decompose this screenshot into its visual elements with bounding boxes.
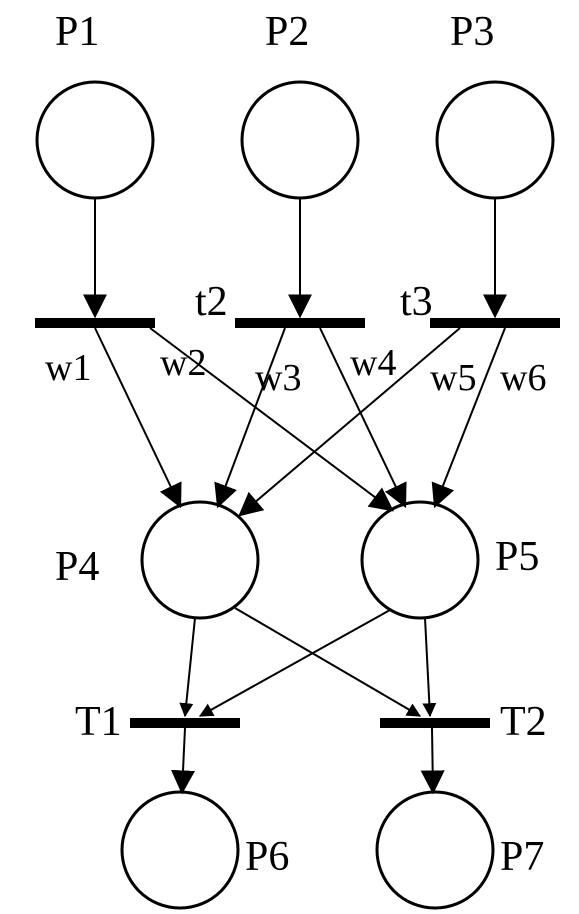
weight-label-w3: w3: [255, 357, 301, 399]
transition-t1: [130, 718, 240, 728]
place-p6: [122, 792, 238, 908]
place-label-p3: P3: [450, 9, 494, 55]
place-p4: [142, 502, 258, 618]
petri-net-diagram: P1 P2 P3 P4 P5 P6 P7 t2 t3 T1 T2 w1 w2 w3 w4 w5 w6: [0, 0, 579, 914]
weight-label-w4: w4: [350, 342, 396, 384]
weight-label-w6: w6: [500, 357, 546, 399]
arc-t1-p6: [182, 728, 185, 792]
arc-t2-p7: [432, 728, 433, 792]
transition-label-t2: t2: [195, 279, 228, 325]
place-label-p4: P4: [55, 544, 99, 590]
transition-label-t2: T2: [500, 699, 547, 745]
arc-t2-p4: [218, 328, 285, 506]
transition-t1: [35, 318, 155, 328]
weight-label-w5: w5: [430, 357, 476, 399]
place-label-p2: P2: [265, 9, 309, 55]
place-p7: [377, 792, 493, 908]
arc-p5-t1: [200, 610, 390, 716]
weight-label-w1: w1: [45, 347, 91, 389]
place-p3: [437, 82, 553, 198]
place-label-p6: P6: [245, 834, 289, 880]
transition-t2: [380, 718, 490, 728]
place-label-p1: P1: [55, 9, 99, 55]
place-label-p7: P7: [500, 834, 544, 880]
place-p1: [37, 82, 153, 198]
place-p5: [362, 502, 478, 618]
transition-t3: [430, 318, 560, 328]
place-p2: [242, 82, 358, 198]
arc-t3-p5: [435, 328, 505, 506]
arc-p4-t1: [185, 618, 195, 716]
arc-p4-t2: [235, 608, 420, 716]
transition-label-t3: t3: [400, 279, 433, 325]
transition-t2: [235, 318, 365, 328]
place-label-p5: P5: [495, 534, 539, 580]
weight-label-w2: w2: [160, 342, 206, 384]
transition-label-t1: T1: [75, 699, 122, 745]
arc-p5-t2: [425, 618, 430, 716]
